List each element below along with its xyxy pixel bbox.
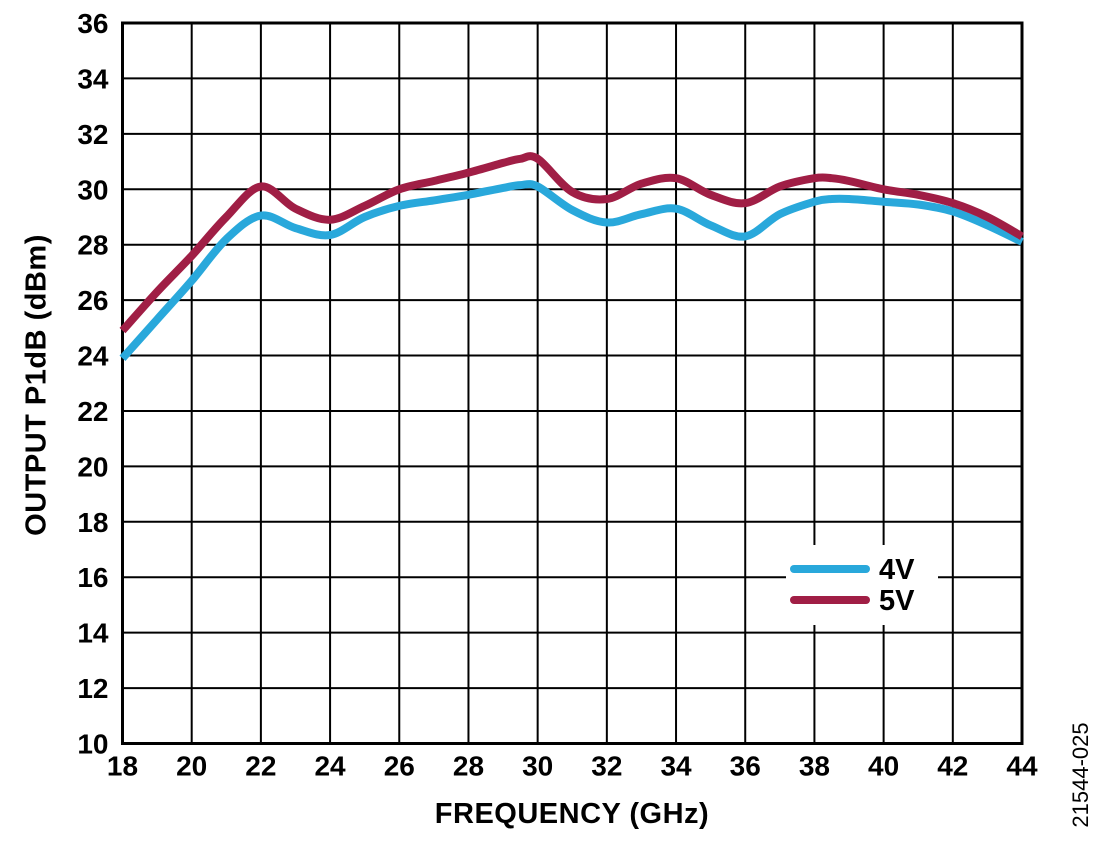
x-tick-label: 32	[591, 751, 622, 782]
x-tick-label: 36	[730, 751, 761, 782]
x-tick-label: 30	[522, 751, 553, 782]
y-tick-label: 10	[77, 729, 108, 760]
y-tick-label: 18	[77, 507, 108, 538]
x-tick-label: 22	[245, 751, 276, 782]
legend-label-5v: 5V	[879, 585, 915, 617]
figure-number: 21544-025	[1068, 722, 1093, 828]
x-tick-label: 24	[314, 751, 346, 782]
curve-4v	[119, 180, 1024, 361]
legend-box	[786, 545, 938, 625]
y-tick-label: 22	[77, 396, 108, 427]
x-axis-title: FREQUENCY (GHz)	[434, 798, 710, 830]
y-tick-label: 16	[77, 562, 108, 593]
x-tick-label: 18	[107, 751, 138, 782]
y-tick-label: 14	[77, 618, 109, 649]
y-tick-label: 30	[77, 174, 108, 205]
y-tick-label: 12	[77, 673, 108, 704]
y-tick-label: 24	[77, 341, 109, 372]
y-axis-title: OUTPUT P1dB (dBm)	[20, 234, 53, 536]
x-tick-label: 26	[384, 751, 415, 782]
x-tick-label: 38	[799, 751, 830, 782]
x-tick-label: 28	[453, 751, 484, 782]
y-tick-label: 26	[77, 285, 108, 316]
x-tick-label: 40	[868, 751, 899, 782]
y-tick-label: 20	[77, 451, 108, 482]
x-tick-label: 20	[176, 751, 207, 782]
x-tick-label: 42	[937, 751, 968, 782]
curve-5v	[119, 152, 1024, 334]
y-tick-label: 36	[77, 8, 108, 39]
y-tick-label: 28	[77, 230, 108, 261]
x-tick-label: 44	[1006, 751, 1038, 782]
y-tick-label: 34	[77, 63, 109, 94]
plot-border	[121, 21, 1024, 745]
y-tick-label: 32	[77, 119, 108, 150]
legend-label-4v: 4V	[879, 554, 915, 586]
x-tick-label: 34	[660, 751, 692, 782]
